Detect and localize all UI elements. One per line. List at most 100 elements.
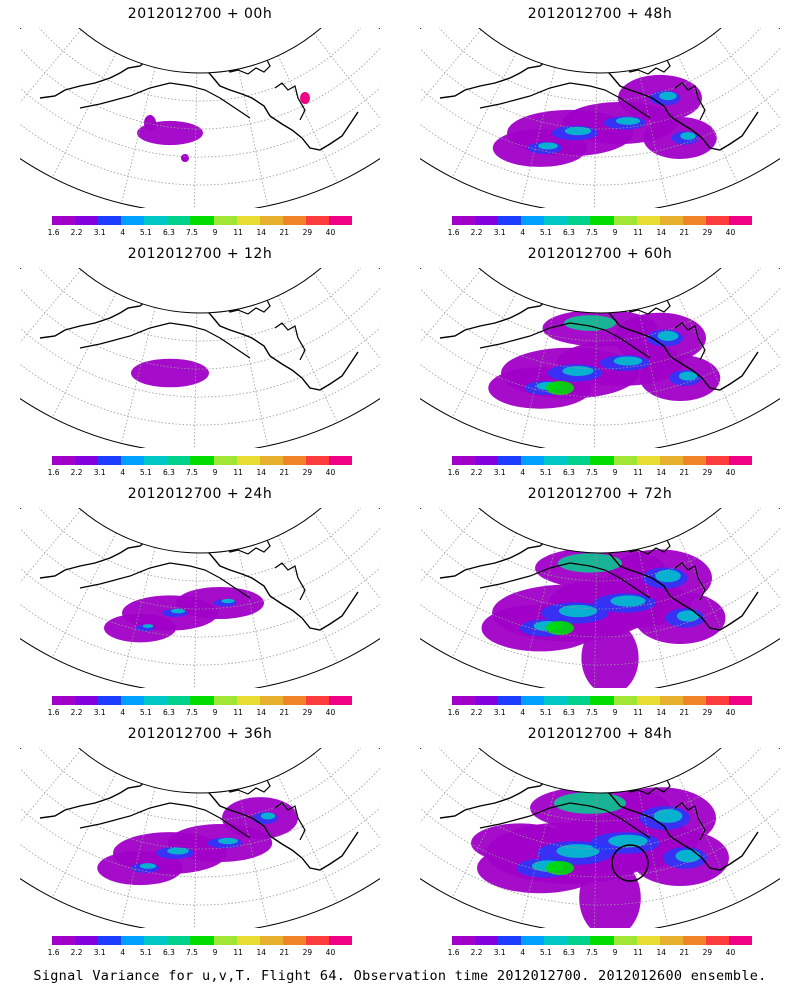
colorbar-tick-label: 11 [633, 228, 643, 237]
variance-region [218, 837, 238, 845]
graticule-meridian [420, 269, 482, 378]
colorbar-swatch [728, 456, 753, 465]
graticule-meridian [638, 308, 668, 446]
panel-title: 2012012700 + 84h [527, 726, 673, 742]
variance-region [558, 604, 598, 618]
colorbar-swatch [75, 216, 99, 225]
coastline [79, 562, 251, 599]
colorbar-tick-label: 3.1 [93, 708, 106, 717]
coastline [39, 769, 359, 871]
graticule-meridian [713, 753, 780, 865]
colorbar-swatch [328, 696, 353, 705]
colorbar-swatch [659, 696, 683, 705]
graticule-meridian [193, 552, 198, 688]
polar-map [20, 28, 380, 208]
colorbar-labels: 1.6 2.2 3.1 4 5.1 6.3 7.5 9 11 14 21 29 40 [48, 708, 352, 718]
colorbar-swatch [144, 216, 168, 225]
map-border [20, 748, 380, 928]
graticule-meridian [713, 33, 780, 145]
colorbar-swatch [259, 456, 283, 465]
colorbar-tick-label: 1.6 [47, 468, 60, 477]
colorbar-swatch [98, 456, 122, 465]
colorbar-tick-label: 7.5 [586, 468, 598, 477]
colorbar-swatch [636, 696, 660, 705]
polar-map [20, 268, 380, 448]
variance-region [300, 92, 310, 104]
graticule-parallel [431, 508, 769, 582]
variance-region [657, 330, 679, 342]
colorbar-tick-label: 1.6 [447, 948, 460, 957]
arctic-islands [224, 535, 271, 555]
colorbar-swatch [282, 216, 306, 225]
colorbar-swatch [167, 696, 191, 705]
colorbar-tick-label: 6.3 [562, 708, 575, 717]
coastline [79, 82, 251, 119]
colorbar-swatch [452, 456, 476, 465]
variance-region [615, 117, 641, 125]
colorbar-swatch [544, 216, 568, 225]
colorbar-tick-label: 21 [679, 708, 690, 717]
colorbar-swatch [636, 456, 660, 465]
colorbar-tick-label: 40 [325, 468, 336, 477]
colorbar-tick-label: 11 [633, 948, 643, 957]
colorbar-swatch [259, 696, 283, 705]
colorbar [452, 456, 753, 465]
colorbar-swatch [52, 216, 76, 225]
colorbar-swatch [521, 456, 545, 465]
variance-region [678, 371, 698, 381]
panel-title: 2012012700 + 12h [127, 246, 273, 262]
variance-region [653, 809, 683, 823]
colorbar-tick-label: 29 [702, 948, 713, 957]
graticule-meridian [713, 513, 780, 625]
arctic-islands [624, 295, 671, 315]
colorbar-swatch [282, 936, 306, 945]
colorbar-tick-label: 21 [679, 468, 690, 477]
colorbar-swatch [682, 456, 706, 465]
colorbar-tick-label: 14 [256, 468, 266, 477]
colorbar-swatch [75, 936, 99, 945]
variance-region [659, 91, 677, 101]
colorbar-tick-label: 40 [725, 228, 736, 237]
colorbar-tick-label: 4 [120, 708, 126, 717]
colorbar-swatch [328, 456, 353, 465]
colorbar-tick-label: 5.1 [539, 468, 552, 477]
colorbar-tick-label: 1.6 [47, 948, 60, 957]
colorbar-swatch [167, 456, 191, 465]
colorbar-swatch [213, 696, 237, 705]
graticule-meridian [120, 307, 156, 444]
coastline [39, 49, 359, 151]
colorbar-swatch [328, 216, 353, 225]
variance-region [655, 569, 681, 583]
variance-region [581, 621, 639, 688]
colorbar-tick-label: 3.1 [493, 228, 506, 237]
colorbar-tick-label: 1.6 [47, 228, 60, 237]
colorbar-swatch [728, 936, 753, 945]
colorbar-swatch [728, 216, 753, 225]
map-panel: 2012012700 + 84h 1.6 2.2 3.1 4 5.1 6.3 7.5 9 11 14… [410, 726, 790, 964]
colorbar-swatch [213, 936, 237, 945]
graticule-meridian [638, 68, 668, 206]
colorbar-tick-label: 29 [302, 228, 313, 237]
variance-region [613, 356, 643, 366]
colorbar-swatch [636, 216, 660, 225]
colorbar-swatch [498, 936, 522, 945]
panel-title: 2012012700 + 60h [527, 246, 673, 262]
coastline [274, 322, 306, 361]
variance-region [554, 792, 626, 814]
colorbar-swatch [452, 696, 476, 705]
variance-region [221, 598, 235, 604]
colorbar-swatch [613, 216, 637, 225]
colorbar-swatch [705, 456, 729, 465]
colorbar-tick-label: 6.3 [162, 228, 175, 237]
figure-caption: Signal Variance for u,v,T. Flight 64. Ob… [33, 968, 767, 984]
colorbar-swatch [98, 216, 122, 225]
colorbar-swatch [121, 936, 145, 945]
colorbar-labels: 1.6 2.2 3.1 4 5.1 6.3 7.5 9 11 14 21 29 40 [48, 468, 352, 478]
colorbar [52, 216, 353, 225]
variance-region [675, 849, 701, 863]
graticule-meridian [313, 513, 380, 625]
graticule-meridian [238, 308, 268, 446]
colorbar-swatch [52, 696, 76, 705]
graticule-meridian [277, 55, 338, 183]
colorbar-swatch [475, 456, 499, 465]
